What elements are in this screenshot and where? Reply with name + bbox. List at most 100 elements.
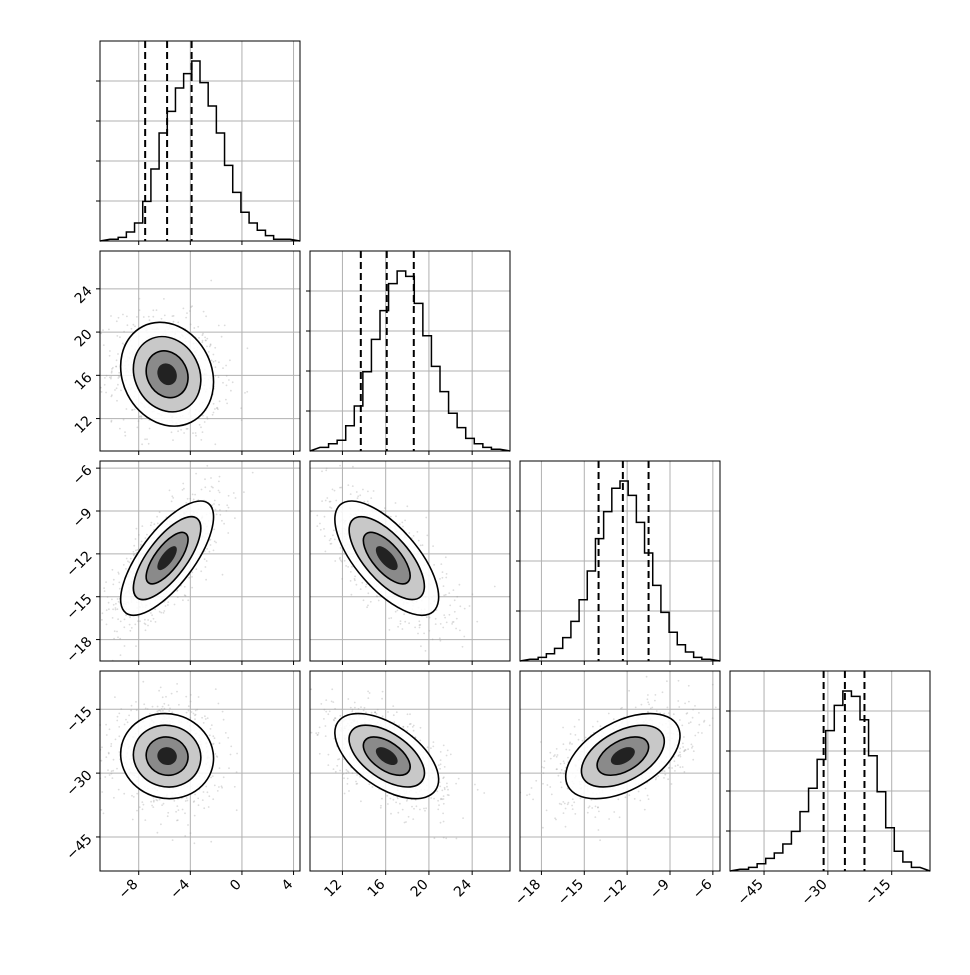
scatter-point [106,734,108,736]
scatter-point [343,777,345,779]
scatter-point [120,621,122,623]
scatter-point [647,711,649,713]
scatter-point [172,497,174,499]
scatter-point [130,558,132,560]
scatter-point [191,572,193,574]
scatter-point [382,715,384,717]
scatter-point [453,589,455,591]
scatter-point [412,818,414,820]
scatter-point [414,627,416,629]
scatter-point [139,309,141,311]
scatter-point [122,343,124,345]
scatter-point [666,680,668,682]
scatter-point [439,786,441,788]
y-tick-label: −18 [63,634,95,666]
scatter-point [458,778,460,780]
scatter-point [409,723,411,725]
scatter-point [164,708,166,710]
scatter-point [109,728,111,730]
scatter-point [219,767,221,769]
scatter-point [374,711,376,713]
scatter-point [462,817,464,819]
scatter-point [406,505,408,507]
scatter-point [146,534,148,536]
scatter-point [203,722,205,724]
scatter-point [176,683,178,685]
scatter-point [135,538,137,540]
scatter-point [221,520,223,522]
scatter-point [210,728,212,730]
scatter-point [678,680,680,682]
scatter-point [118,573,120,575]
scatter-point [448,794,450,796]
scatter-point [213,529,215,531]
scatter-point [540,741,542,743]
scatter-point [395,611,397,613]
scatter-point [204,486,206,488]
scatter-point [225,399,227,401]
scatter-point [352,485,354,487]
scatter-point [210,841,212,843]
scatter-point [361,582,363,584]
scatter-point [223,719,225,721]
scatter-point [116,768,118,770]
scatter-point [207,717,209,719]
scatter-point [336,765,338,767]
scatter-point [129,624,131,626]
scatter-point [218,703,220,705]
scatter-point [108,329,110,331]
scatter-point [103,587,105,589]
scatter-point [350,571,352,573]
scatter-point [340,547,342,549]
scatter-point [105,581,107,583]
scatter-point [213,503,215,505]
x-tick-label: 16 [365,876,389,900]
scatter-point [650,708,652,710]
scatter-point [335,500,337,502]
scatter-point [108,753,110,755]
scatter-point [440,640,442,642]
scatter-point [448,592,450,594]
scatter-point [195,435,197,437]
scatter-point [184,812,186,814]
scatter-point [125,614,127,616]
scatter-point [474,784,476,786]
scatter-point [110,315,112,317]
scatter-point [459,630,461,632]
scatter-point [608,713,610,715]
scatter-point [472,593,474,595]
scatter-point [350,580,352,582]
scatter-point [191,711,193,713]
scatter-point [550,758,552,760]
scatter-point [104,384,106,386]
scatter-point [404,520,406,522]
scatter-point [692,717,694,719]
scatter-point [134,325,136,327]
scatter-point [347,698,349,700]
scatter-point [535,780,537,782]
scatter-point [203,311,205,313]
scatter-point [161,708,163,710]
scatter-point [221,785,223,787]
scatter-point [185,595,187,597]
scatter-point [399,803,401,805]
scatter-point [184,586,186,588]
scatter-point [371,712,373,714]
scatter-point [190,717,192,719]
scatter-point [346,772,348,774]
scatter-point [381,698,383,700]
scatter-point [574,726,576,728]
scatter-point [247,347,249,349]
scatter-point [176,691,178,693]
scatter-point [218,481,220,483]
scatter-point [190,324,192,326]
scatter-point [206,548,208,550]
scatter-point [159,799,161,801]
scatter-point [358,708,360,710]
scatter-point [426,535,428,537]
scatter-point [218,490,220,492]
scatter-point [356,491,358,493]
scatter-point [125,719,127,721]
scatter-point [116,387,118,389]
scatter-point [321,500,323,502]
